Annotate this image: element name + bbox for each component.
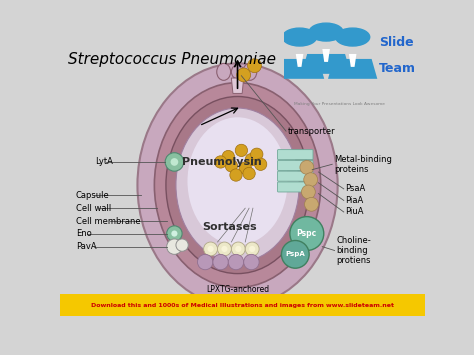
Circle shape [249,246,255,252]
Text: PsaA: PsaA [346,184,365,193]
Polygon shape [231,78,244,93]
Circle shape [237,68,251,82]
Circle shape [255,158,267,170]
Circle shape [171,158,178,166]
Circle shape [225,160,237,172]
Circle shape [245,153,257,166]
Circle shape [167,239,182,254]
Text: Choline-
binding
protiens: Choline- binding protiens [336,236,371,266]
Ellipse shape [231,65,244,79]
Circle shape [304,173,318,187]
Circle shape [251,148,263,160]
Text: Pneumolysin: Pneumolysin [182,157,262,167]
Ellipse shape [243,64,257,80]
Circle shape [239,162,251,174]
FancyBboxPatch shape [278,171,313,181]
Circle shape [309,23,343,41]
Text: PiaA: PiaA [346,196,364,205]
Text: Cell wall: Cell wall [76,204,111,213]
Circle shape [243,167,255,180]
Polygon shape [322,49,330,62]
Circle shape [230,169,242,181]
Circle shape [235,246,241,252]
Circle shape [176,239,188,251]
Text: Streptococcus Pneumoniae: Streptococcus Pneumoniae [68,52,276,67]
Circle shape [167,226,182,241]
Circle shape [204,242,218,256]
Polygon shape [328,59,377,79]
Circle shape [290,217,324,251]
Polygon shape [301,54,351,74]
Circle shape [244,254,259,270]
Text: Slide: Slide [379,36,414,49]
Text: PspA: PspA [285,251,305,257]
Circle shape [221,246,228,252]
Text: Pspc: Pspc [297,229,317,238]
Bar [61,294,425,316]
Circle shape [228,254,244,270]
Circle shape [231,242,245,256]
Circle shape [222,151,235,163]
Circle shape [245,242,259,256]
Circle shape [235,144,247,157]
Text: transporter: transporter [288,127,335,136]
Circle shape [214,156,227,168]
Text: Cell membrane: Cell membrane [76,217,140,226]
FancyBboxPatch shape [278,160,313,170]
Text: Download this and 1000s of Medical Illustrations and images from www.slideteam.n: Download this and 1000s of Medical Illus… [91,303,394,308]
Circle shape [282,240,309,268]
Text: LPXTG-anchored: LPXTG-anchored [206,284,269,294]
Circle shape [336,28,370,46]
Polygon shape [296,54,303,67]
Circle shape [218,242,231,256]
Circle shape [301,185,315,199]
Text: Eno: Eno [76,229,91,238]
Text: LytA: LytA [95,158,113,166]
Polygon shape [349,54,356,67]
Text: PavA: PavA [76,242,97,251]
Circle shape [165,153,183,171]
Ellipse shape [155,83,321,288]
Text: Making Your Presentations Look Awesome: Making Your Presentations Look Awesome [294,102,385,106]
Text: Team: Team [379,62,416,75]
Text: Capsule: Capsule [76,191,109,200]
Ellipse shape [166,97,309,274]
Circle shape [208,246,214,252]
Circle shape [198,254,213,270]
Ellipse shape [137,64,337,307]
Text: PiuA: PiuA [346,208,364,217]
Text: Sortases: Sortases [202,222,257,233]
Circle shape [247,59,261,73]
Circle shape [213,254,228,270]
Circle shape [283,28,317,46]
FancyBboxPatch shape [278,149,313,160]
Ellipse shape [217,64,231,80]
Circle shape [304,197,319,211]
Ellipse shape [188,117,288,245]
FancyBboxPatch shape [278,182,313,192]
Polygon shape [275,59,324,79]
Text: Metal-binding
proteins: Metal-binding proteins [334,154,392,174]
Circle shape [300,160,314,174]
Ellipse shape [176,108,299,262]
Circle shape [171,230,177,237]
